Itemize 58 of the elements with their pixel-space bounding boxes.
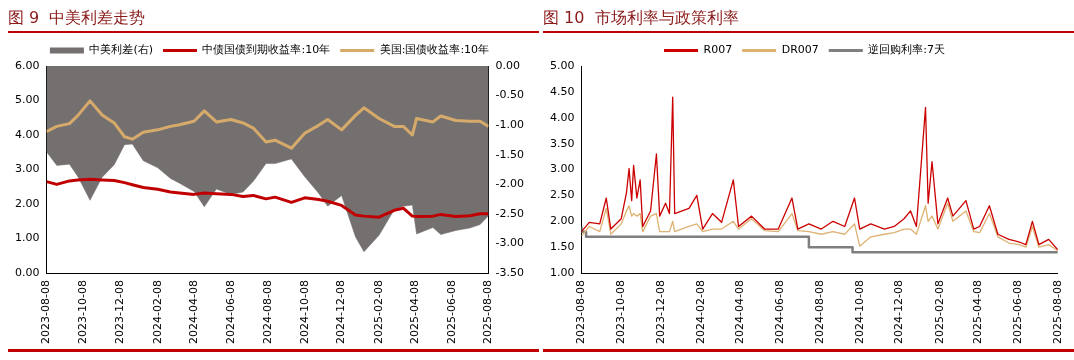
legend-label: 美国:国债收益率:10年 [379,43,490,57]
x-tick-label: 2023-08-08 [574,280,588,345]
x-tick-label: 2023-12-08 [113,280,127,345]
legend-label: 中美利差(右) [89,43,153,57]
y-tick-label: 1.00 [14,231,40,245]
x-tick-label: 2025-02-08 [932,280,946,345]
legend-label: DR007 [781,43,819,57]
chart-title: 图 9 中美利差走势 [8,8,539,33]
legend-label: 逆回购利率:7天 [868,43,945,57]
y2-tick-label: -1.00 [495,118,525,132]
y2-tick-label: -2.50 [495,206,525,220]
chart-title: 图 10 市场利率与政策利率 [543,8,1074,33]
x-tick-label: 2025-04-08 [407,280,421,345]
x-tick-label: 2024-10-08 [852,280,866,345]
x-tick-label: 2024-04-08 [186,280,200,345]
x-tick-label: 2025-06-08 [1010,280,1024,345]
x-tick-label: 2023-08-08 [39,280,53,345]
x-tick-label: 2024-06-08 [773,280,787,345]
y2-tick-label: -3.50 [495,265,525,279]
y-tick-label: 5.00 [549,58,575,72]
x-tick-label: 2024-02-08 [150,280,164,345]
x-tick-label: 2023-10-08 [614,280,628,345]
y2-tick-label: -3.00 [495,236,525,250]
y2-tick-label: 0.00 [495,58,521,72]
y-tick-label: 2.50 [549,188,575,202]
y-tick-label: 3.50 [549,136,575,150]
x-tick-label: 2024-02-08 [694,280,708,345]
x-tick-label: 2024-08-08 [260,280,274,345]
y2-tick-label: -0.50 [495,88,525,102]
x-tick-label: 2025-06-08 [444,280,458,345]
y-tick-label: 4.00 [549,110,575,124]
x-tick-label: 2024-04-08 [733,280,747,345]
y-tick-label: 5.00 [14,93,40,107]
x-tick-label: 2025-08-08 [1050,280,1064,345]
y-tick-label: 4.50 [549,84,575,98]
y2-tick-label: -2.00 [495,177,525,191]
y-tick-label: 2.00 [549,214,575,228]
legend-label: 中债国债到期收益率:10年 [202,43,331,57]
x-tick-label: 2024-12-08 [892,280,906,345]
y-tick-label: 3.00 [549,162,575,176]
x-tick-label: 2023-12-08 [653,280,667,345]
x-tick-label: 2024-10-08 [297,280,311,345]
y-tick-label: 2.00 [14,196,40,210]
y2-tick-label: -1.50 [495,147,525,161]
y-tick-label: 4.00 [14,127,40,141]
y-tick-label: 3.00 [14,162,40,176]
x-tick-label: 2023-10-08 [76,280,90,345]
x-tick-label: 2025-04-08 [971,280,985,345]
x-tick-label: 2024-06-08 [223,280,237,345]
y-tick-label: 1.00 [549,265,575,279]
y-tick-label: 1.50 [549,240,575,254]
y-tick-label: 6.00 [14,58,40,72]
x-tick-label: 2025-08-08 [481,280,495,345]
x-tick-label: 2024-08-08 [812,280,826,345]
y-tick-label: 0.00 [14,265,40,279]
x-tick-label: 2025-02-08 [371,280,385,345]
x-tick-label: 2024-12-08 [334,280,348,345]
legend-label: R007 [703,43,733,57]
